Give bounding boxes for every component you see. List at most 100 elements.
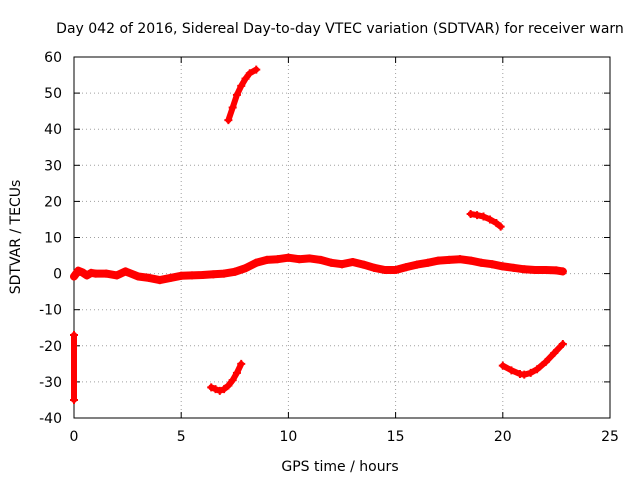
data-point xyxy=(455,255,464,264)
data-point xyxy=(155,276,164,285)
x-tick-label: 15 xyxy=(387,429,405,445)
data-point xyxy=(305,254,314,263)
y-tick-label: 10 xyxy=(44,231,62,247)
data-point xyxy=(558,339,567,348)
x-tick-label: 10 xyxy=(279,429,297,445)
data-point xyxy=(74,266,83,275)
data-point xyxy=(70,330,78,339)
x-tick-label: 20 xyxy=(494,429,512,445)
data-point xyxy=(473,211,482,220)
y-tick-label: 40 xyxy=(44,122,62,138)
data-point xyxy=(228,376,237,385)
data-point xyxy=(198,271,207,280)
data-point xyxy=(224,116,233,125)
data-point xyxy=(237,81,246,90)
x-axis-label: GPS time / hours xyxy=(281,459,398,475)
x-tick-label: 0 xyxy=(70,429,79,445)
data-point xyxy=(145,273,154,282)
y-tick-label: 0 xyxy=(53,267,62,283)
x-axis-ticks: 0 5 10 15 20 25 xyxy=(70,57,619,445)
data-point xyxy=(520,265,529,274)
data-point xyxy=(273,255,282,264)
data-point xyxy=(492,219,501,228)
series-main-band xyxy=(70,253,567,285)
series-arc-lower-20h xyxy=(498,339,567,379)
data-point xyxy=(550,349,559,358)
data-point xyxy=(207,383,216,392)
data-point xyxy=(477,258,486,267)
data-point xyxy=(445,255,454,264)
data-point xyxy=(102,269,111,278)
data-point xyxy=(209,270,218,279)
data-point xyxy=(498,361,507,370)
grid-lines xyxy=(74,57,610,418)
y-tick-label: -40 xyxy=(39,411,62,427)
data-point xyxy=(70,395,78,404)
data-point xyxy=(241,264,250,273)
data-point xyxy=(370,263,379,272)
data-point xyxy=(533,365,542,374)
data-point xyxy=(112,271,121,280)
data-point xyxy=(380,265,389,274)
data-point xyxy=(359,260,368,269)
data-point xyxy=(134,272,143,281)
chart-title: Day 042 of 2016, Sidereal Day-to-day VTE… xyxy=(56,21,624,37)
data-point xyxy=(348,258,357,267)
data-point xyxy=(232,368,241,377)
data-point xyxy=(526,368,535,377)
data-point xyxy=(423,258,432,267)
data-point xyxy=(316,255,325,264)
y-tick-label: 20 xyxy=(44,194,62,210)
data-point xyxy=(78,268,87,277)
data-point xyxy=(70,272,78,281)
data-point xyxy=(558,267,567,276)
data-point xyxy=(530,265,539,274)
y-axis-label: SDTVAR / TECUs xyxy=(8,180,24,295)
data-point xyxy=(262,255,271,264)
data-point xyxy=(215,386,224,395)
series-arc-upper-19h xyxy=(466,210,505,231)
data-point xyxy=(488,260,497,269)
data-point xyxy=(413,260,422,269)
data-point xyxy=(466,210,475,219)
data-point xyxy=(479,212,488,221)
y-tick-label: -20 xyxy=(39,339,62,355)
y-tick-label: -30 xyxy=(39,375,62,391)
series-arc-lower-7h xyxy=(207,359,246,395)
data-point xyxy=(177,271,186,280)
y-tick-label: 30 xyxy=(44,158,62,174)
data-point xyxy=(541,358,550,367)
data-point xyxy=(552,266,561,275)
data-point xyxy=(121,267,130,276)
data-point xyxy=(220,385,229,394)
data-point xyxy=(338,260,346,269)
data-point xyxy=(520,370,529,379)
data-point xyxy=(245,69,254,78)
data-point xyxy=(228,103,237,112)
data-point xyxy=(220,269,229,278)
data-point xyxy=(91,269,100,278)
data-point xyxy=(498,262,507,271)
data-point xyxy=(391,265,400,274)
y-tick-label: -10 xyxy=(39,303,62,319)
data-point xyxy=(252,258,261,267)
data-point xyxy=(252,65,261,74)
data-point xyxy=(232,90,241,99)
data-point xyxy=(485,215,494,224)
data-point xyxy=(224,381,233,390)
data-point xyxy=(166,273,175,282)
data-point xyxy=(402,263,411,272)
y-tick-label: 50 xyxy=(44,86,62,102)
data-point xyxy=(211,385,220,394)
y-tick-label: 60 xyxy=(44,50,62,66)
data-point xyxy=(187,271,196,280)
x-tick-label: 5 xyxy=(177,429,186,445)
data-point xyxy=(284,253,293,262)
data-point xyxy=(230,267,239,276)
data-layer xyxy=(70,65,567,404)
data-point xyxy=(507,366,516,375)
data-point xyxy=(496,222,505,231)
data-point xyxy=(237,359,246,368)
